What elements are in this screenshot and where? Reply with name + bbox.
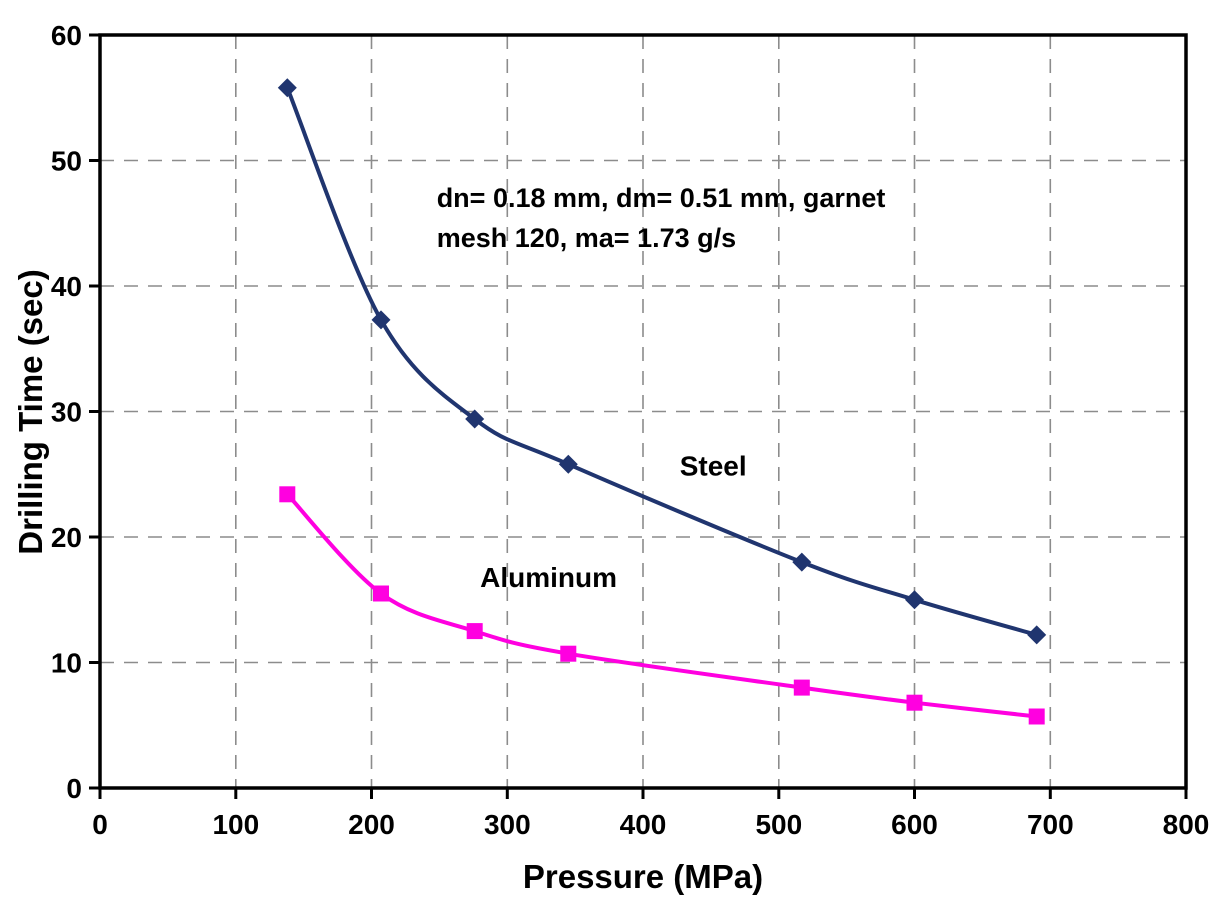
data-point-marker-steel (277, 78, 297, 98)
data-point-marker-steel (792, 552, 812, 572)
y-tick-label: 60 (51, 20, 82, 51)
x-tick-label: 600 (891, 809, 938, 840)
data-point-marker-aluminum (1028, 708, 1045, 725)
plot-area: 0 100 200 300 400 500 600 700 800 0 10 20 30 40 50 60 St… (51, 20, 1210, 840)
y-tick-label: 10 (51, 648, 82, 679)
y-axis-title: Drilling Time (sec) (12, 269, 49, 554)
plot-frame (98, 33, 1188, 790)
data-point-marker-aluminum (373, 585, 389, 602)
data-point-marker-steel (905, 590, 924, 610)
series-line-aluminum (285, 492, 1039, 719)
x-tick-label: 500 (755, 809, 802, 840)
data-point-marker-aluminum (793, 679, 810, 696)
data-point-marker-aluminum (466, 623, 483, 640)
data-point-marker-steel (1027, 625, 1047, 645)
x-tick-label: 100 (212, 809, 259, 840)
x-axis-title: Pressure (MPa) (523, 858, 763, 895)
x-tick-label: 0 (92, 809, 108, 840)
y-tick-label: 20 (51, 522, 82, 553)
y-tick-label: 0 (66, 773, 82, 804)
data-point-marker-steel (371, 310, 391, 330)
data-point-marker-aluminum (560, 645, 577, 662)
x-tick-label: 300 (484, 809, 531, 840)
data-point-marker-aluminum (906, 694, 923, 711)
annotation-line-1: dn= 0.18 mm, dm= 0.51 mm, garnet (437, 183, 886, 213)
series-label-aluminum: Aluminum (480, 562, 617, 593)
y-tick-label: 50 (51, 146, 82, 177)
y-tick-label: 40 (51, 271, 82, 302)
annotation-line-2: mesh 120, ma= 1.73 g/s (437, 223, 736, 253)
data-point-marker-aluminum (279, 486, 296, 503)
y-tick-label: 30 (51, 397, 82, 428)
x-tick-label: 700 (1027, 809, 1074, 840)
x-tick-label: 800 (1163, 809, 1210, 840)
x-tick-label: 400 (620, 809, 667, 840)
series-label-steel: Steel (680, 451, 747, 482)
x-tick-label: 200 (348, 809, 395, 840)
series-line-steel (285, 85, 1039, 637)
data-point-marker-steel (558, 454, 578, 474)
data-point-marker-steel (465, 409, 485, 429)
